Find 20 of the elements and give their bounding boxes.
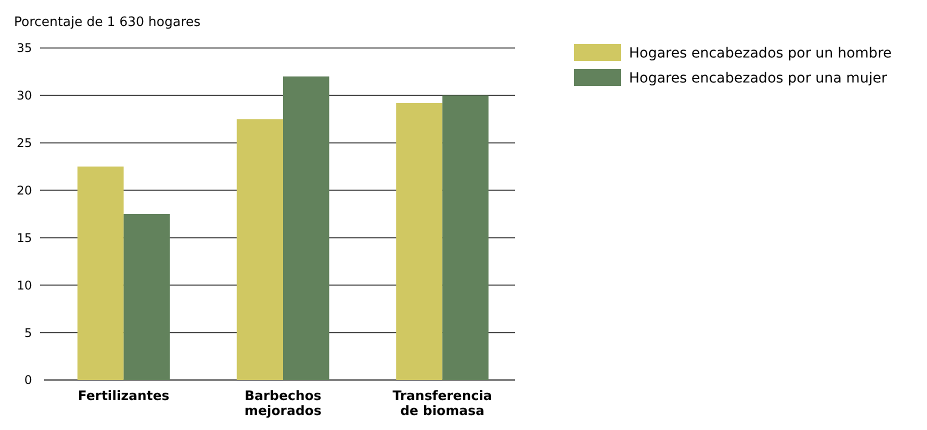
bar: [396, 103, 442, 380]
bar: [124, 214, 170, 380]
bar: [236, 119, 283, 380]
y-axis-title: Porcentaje de 1 630 hogares: [14, 15, 201, 30]
x-tick-label: Transferencia de biomasa: [392, 389, 492, 419]
bar: [77, 166, 124, 380]
x-tick-label: Barbechos mejorados: [244, 389, 322, 419]
x-tick-label: Fertilizantes: [78, 389, 170, 404]
y-tick-label: 0: [24, 373, 32, 388]
y-tick-label: 15: [16, 230, 32, 245]
bar: [442, 95, 489, 380]
y-tick-label: 5: [24, 326, 32, 340]
y-tick-label: 20: [16, 183, 32, 198]
legend-label: Hogares encabezados por un hombre: [629, 45, 892, 62]
y-tick-label: 10: [16, 278, 32, 292]
y-tick-label: 30: [16, 88, 32, 103]
y-tick-label: 35: [16, 41, 32, 56]
legend-label: Hogares encabezados por una mujer: [629, 70, 888, 86]
y-tick-label: 25: [16, 136, 32, 150]
bar: [283, 76, 330, 380]
